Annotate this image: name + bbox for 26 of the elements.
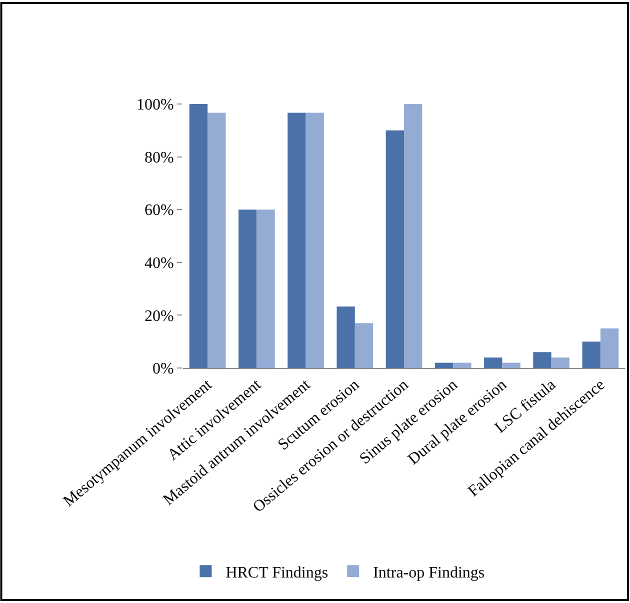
bar <box>189 104 208 368</box>
bar <box>208 112 226 368</box>
bar <box>533 352 552 368</box>
y-tick-label: 0% <box>152 360 174 378</box>
legend-label: Intra-op Findings <box>373 564 485 582</box>
bar <box>582 342 600 368</box>
bar <box>600 328 619 368</box>
bar <box>354 323 374 368</box>
bar <box>288 112 306 368</box>
bar <box>404 104 422 368</box>
bar <box>336 306 355 368</box>
bar <box>551 357 570 368</box>
y-tick-label: 40% <box>144 255 174 272</box>
y-tick-label: 20% <box>144 308 174 325</box>
bar <box>386 130 404 368</box>
bar <box>502 362 520 368</box>
bar <box>306 112 324 368</box>
bar <box>453 362 472 368</box>
bar <box>256 210 275 368</box>
y-tick-label: 100% <box>136 96 174 114</box>
y-tick-label: 60% <box>144 202 174 220</box>
bar <box>434 362 454 368</box>
legend-label: HRCT Findings <box>226 564 328 582</box>
y-tick-label: 80% <box>144 149 174 166</box>
bar <box>484 357 502 368</box>
bar <box>238 210 257 368</box>
